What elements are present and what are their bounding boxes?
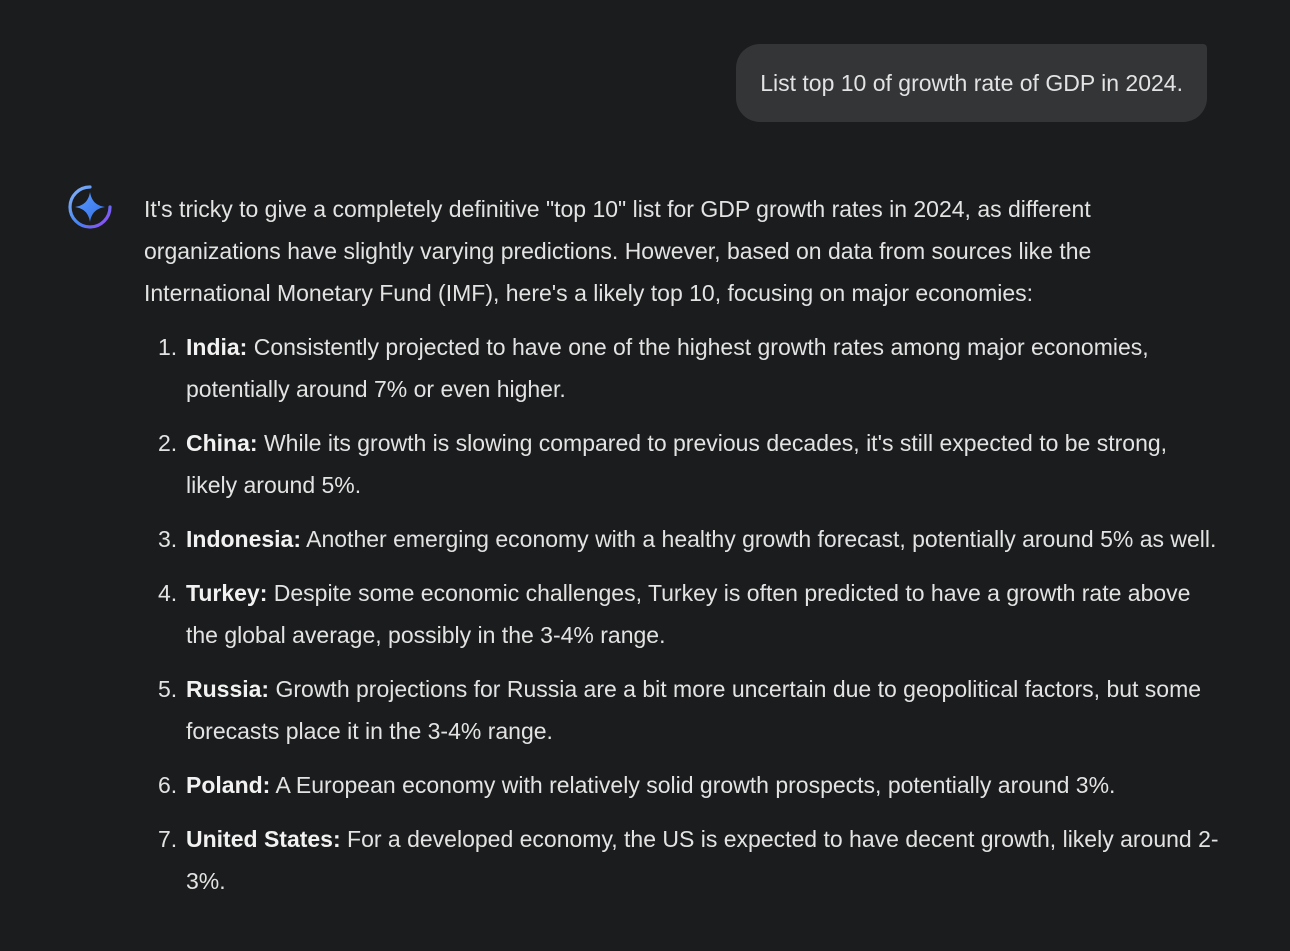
list-item: 3. Indonesia: Another emerging economy wi… [158, 518, 1219, 560]
response-intro: It's tricky to give a completely definit… [144, 196, 1092, 306]
list-item: 6. Poland: A European economy with relati… [158, 764, 1219, 806]
gemini-sparkle-icon [65, 182, 115, 232]
user-message-text: List top 10 of growth rate of GDP in 202… [760, 69, 1183, 96]
list-item-text: Another emerging economy with a healthy … [301, 526, 1217, 552]
list-item-term: Poland: [186, 772, 271, 798]
list-item-text: A European economy with relatively solid… [270, 772, 1116, 798]
list-item-number: 5. [158, 676, 178, 702]
assistant-response: It's tricky to give a completely definit… [144, 188, 1219, 914]
list-item-term: Indonesia: [186, 526, 302, 552]
list-item-number: 6. [158, 772, 178, 798]
list-item-text: Despite some economic challenges, Turkey… [186, 580, 1191, 648]
list-item-number: 1. [158, 334, 178, 360]
list-item-number: 2. [158, 430, 178, 456]
list-item-number: 3. [158, 526, 178, 552]
list-item-term: United States: [186, 826, 341, 852]
list-item: 4. Turkey: Despite some economic challeng… [158, 572, 1219, 656]
list-item-term: Russia: [186, 676, 270, 702]
list-item: 1. India: Consistently projected to have … [158, 326, 1219, 410]
list-item-term: China: [186, 430, 258, 456]
response-list: 1. India: Consistently projected to have … [144, 326, 1219, 902]
list-item-number: 7. [158, 826, 178, 852]
list-item-term: India: [186, 334, 248, 360]
list-item: 5. Russia: Growth projections for Russia … [158, 668, 1219, 752]
list-item-text: For a developed economy, the US is expec… [186, 826, 1219, 894]
list-item-number: 4. [158, 580, 178, 606]
list-item-text: Consistently projected to have one of th… [186, 334, 1149, 402]
list-item-term: Turkey: [186, 580, 268, 606]
list-item-text: While its growth is slowing compared to … [186, 430, 1168, 498]
list-item-text: Growth projections for Russia are a bit … [186, 676, 1202, 744]
list-item: 2. China: While its growth is slowing com… [158, 422, 1219, 506]
list-item: 7. United States: For a developed economy… [158, 818, 1219, 902]
user-message-bubble: List top 10 of growth rate of GDP in 202… [736, 44, 1207, 122]
